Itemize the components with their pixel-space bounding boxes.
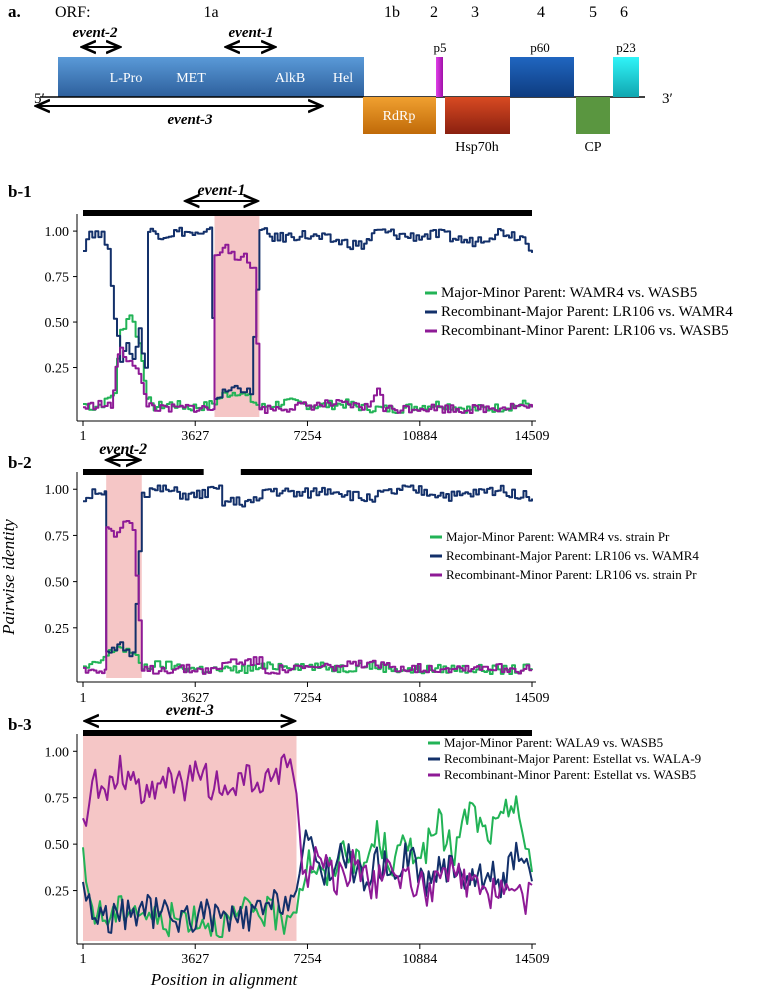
p23-label: p23	[616, 40, 636, 55]
y-tick-label: 0.75	[45, 792, 70, 807]
series-line-navy	[83, 484, 533, 658]
y-tick-label: 1.00	[45, 745, 70, 760]
panel-b-3: b-3 event-3 0.25 0.50 0.75 1.00 1 3627 7254 10884…	[8, 702, 701, 967]
rdrp-label: RdRp	[383, 109, 416, 124]
three-prime-label: 3′	[662, 91, 673, 107]
orf-1b-number: 1b	[384, 4, 400, 21]
y-tick-label: 0.75	[45, 271, 70, 286]
orf-4-number: 4	[537, 4, 545, 21]
p60-box	[510, 57, 574, 97]
x-tick-label: 14509	[515, 691, 550, 706]
legend-entry: Recombinant-Minor Parent: LR106 vs. WASB…	[441, 323, 729, 339]
legend-entry: Recombinant-Major Parent: Estellat vs. W…	[444, 751, 701, 766]
x-tick-label: 10884	[402, 691, 437, 706]
orf-label: ORF:	[55, 4, 91, 21]
orf-3-number: 3	[471, 4, 479, 21]
panel-a-label: a.	[8, 2, 21, 21]
legend-entry: Major-Minor Parent: WALA9 vs. WASB5	[444, 735, 663, 750]
panel-label: b-3	[8, 715, 32, 734]
y-tick-label: 0.25	[45, 622, 70, 637]
series-line-green	[82, 795, 533, 938]
p23-box	[613, 57, 639, 97]
series-line-magenta	[82, 753, 533, 915]
orf-5-number: 5	[589, 4, 597, 21]
x-tick-label: 3627	[181, 691, 209, 706]
genome-event-1-label: event-1	[229, 25, 274, 41]
x-tick-label: 14509	[515, 952, 550, 967]
x-tick-label: 10884	[402, 952, 437, 967]
x-axis-label: Position in alignment	[150, 970, 299, 989]
event-label: event-3	[166, 702, 214, 719]
event-label: event-2	[99, 441, 147, 458]
orf-2-number: 2	[430, 4, 438, 21]
five-prime-label: 5′	[34, 91, 45, 107]
orf-6-number: 6	[620, 4, 628, 21]
p5-box	[436, 57, 443, 97]
y-axis-label: Pairwise identity	[0, 519, 18, 636]
identity-panels: b-1 event-1 0.25 0.50 0.75 1.00 1 3627 7254 10884…	[8, 182, 733, 967]
y-tick-label: 0.25	[45, 885, 70, 900]
x-tick-label: 3627	[181, 429, 209, 444]
genome-map: a. ORF: 1a 1b 2 3 4 5 6 event-2 event-1 …	[8, 2, 673, 155]
genome-coverage-bar	[83, 730, 532, 736]
x-tick-label: 7254	[293, 691, 321, 706]
x-tick-label: 1	[80, 952, 87, 967]
legend-entry: Recombinant-Minor Parent: LR106 vs. stra…	[446, 567, 697, 582]
domain-alkb: AlkB	[275, 71, 305, 86]
legend-entry: Major-Minor Parent: WAMR4 vs. WASB5	[441, 285, 697, 301]
y-tick-label: 0.50	[45, 838, 70, 853]
genome-coverage-bar	[83, 210, 532, 216]
x-tick-label: 1	[80, 691, 87, 706]
series-line-navy	[83, 226, 533, 400]
domain-met: MET	[176, 71, 206, 86]
series-line-magenta	[83, 243, 533, 414]
p5-label: p5	[434, 40, 447, 55]
cp-label: CP	[584, 140, 601, 155]
hsp70h-box	[445, 97, 510, 134]
x-tick-label: 7254	[293, 429, 321, 444]
orf-1a-number: 1a	[203, 4, 218, 21]
legend-entry: Recombinant-Major Parent: LR106 vs. WAMR…	[446, 548, 699, 563]
event-label: event-1	[197, 182, 245, 199]
rdrp-box	[363, 97, 436, 134]
y-tick-label: 0.75	[45, 529, 70, 544]
cp-box	[576, 97, 610, 134]
panel-b-2: b-2 event-2 0.25 0.50 0.75 1.00 1 3627 7254 10884…	[8, 441, 699, 706]
y-tick-label: 1.00	[45, 483, 70, 498]
genome-coverage-bar	[83, 469, 204, 475]
p60-label: p60	[530, 40, 550, 55]
genome-event-3-label: event-3	[168, 112, 213, 128]
domain-l-pro: L-Pro	[110, 71, 143, 86]
x-tick-label: 7254	[293, 952, 321, 967]
legend-entry: Recombinant-Major Parent: LR106 vs. WAMR…	[441, 304, 733, 320]
domain-hel: Hel	[333, 71, 353, 86]
y-tick-label: 0.50	[45, 576, 70, 591]
panel-label: b-2	[8, 453, 32, 472]
x-tick-label: 1	[80, 429, 87, 444]
orf-1a-box	[58, 57, 364, 97]
y-tick-label: 0.25	[45, 362, 70, 377]
y-tick-label: 0.50	[45, 316, 70, 331]
y-tick-label: 1.00	[45, 225, 70, 240]
panel-label: b-1	[8, 182, 32, 201]
legend-entry: Recombinant-Minor Parent: Estellat vs. W…	[444, 767, 696, 782]
hsp70h-label: Hsp70h	[455, 140, 499, 155]
series-line-magenta	[83, 520, 533, 675]
legend-entry: Major-Minor Parent: WAMR4 vs. strain Pr	[446, 529, 670, 544]
x-tick-label: 14509	[515, 429, 550, 444]
genome-coverage-bar	[240, 469, 533, 475]
genome-event-2-label: event-2	[73, 25, 118, 41]
panel-b-1: b-1 event-1 0.25 0.50 0.75 1.00 1 3627 7254 10884…	[8, 182, 733, 444]
x-tick-label: 3627	[181, 952, 209, 967]
x-tick-label: 10884	[402, 429, 437, 444]
